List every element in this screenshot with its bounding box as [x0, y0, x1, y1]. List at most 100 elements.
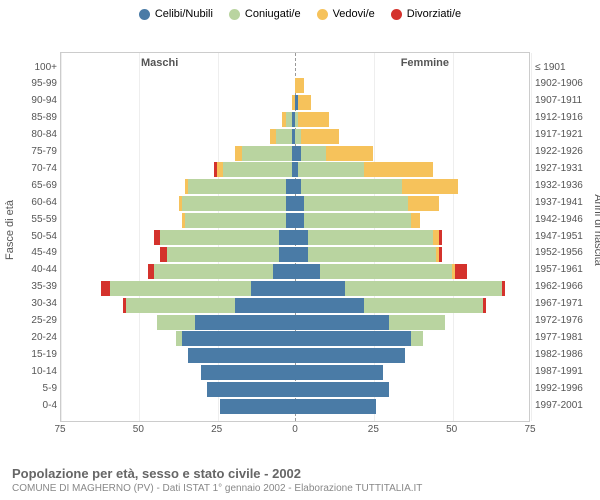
bar-segment	[389, 315, 445, 330]
legend-swatch	[317, 9, 328, 20]
year-label: 1952-1956	[535, 247, 595, 258]
age-label: 35-39	[7, 281, 57, 292]
pyramid-row	[61, 129, 529, 144]
bar-segment	[295, 331, 411, 346]
pyramid-row	[61, 179, 529, 194]
female-bar	[295, 331, 423, 346]
bar-segment	[295, 247, 308, 262]
age-label: 0-4	[7, 400, 57, 411]
pyramid-row	[61, 298, 529, 313]
bar-segment	[402, 179, 458, 194]
age-label: 50-54	[7, 231, 57, 242]
year-label: 1902-1906	[535, 78, 595, 89]
age-label: 25-29	[7, 315, 57, 326]
plot-area: Maschi Femmine	[60, 52, 530, 422]
male-bar	[188, 348, 295, 363]
bar-segment	[201, 365, 295, 380]
male-bar	[101, 281, 295, 296]
female-bar	[295, 382, 389, 397]
bar-segment	[286, 196, 295, 211]
bar-segment	[411, 331, 424, 346]
bar-segment	[295, 399, 376, 414]
legend-item: Divorziati/e	[391, 8, 461, 20]
pyramid-row	[61, 331, 529, 346]
age-label: 90-94	[7, 95, 57, 106]
legend-item: Coniugati/e	[229, 8, 301, 20]
year-label: 1942-1946	[535, 214, 595, 225]
year-label: 1912-1916	[535, 112, 595, 123]
bar-segment	[286, 179, 295, 194]
female-bar	[295, 247, 442, 262]
x-tick-label: 50	[133, 424, 144, 435]
bar-segment	[154, 264, 273, 279]
legend: Celibi/Nubili Coniugati/e Vedovi/e Divorzia…	[0, 0, 600, 24]
female-bar	[295, 196, 439, 211]
x-tick-label: 75	[54, 424, 65, 435]
female-bar	[295, 112, 329, 127]
bar-segment	[295, 298, 364, 313]
bar-segment	[276, 129, 292, 144]
pyramid-row	[61, 61, 529, 76]
male-bar	[282, 112, 295, 127]
bar-segment	[320, 264, 452, 279]
age-label: 65-69	[7, 180, 57, 191]
female-bar	[295, 348, 405, 363]
year-label: 1972-1976	[535, 315, 595, 326]
year-label: 1957-1961	[535, 264, 595, 275]
year-label: 1987-1991	[535, 366, 595, 377]
pyramid-row	[61, 112, 529, 127]
bar-segment	[279, 230, 295, 245]
bar-segment	[279, 247, 295, 262]
chart-subtitle: COMUNE DI MAGHERNO (PV) - Dati ISTAT 1° …	[12, 483, 422, 494]
age-label: 5-9	[7, 383, 57, 394]
age-label: 70-74	[7, 163, 57, 174]
bar-segment	[182, 331, 295, 346]
bar-segment	[439, 230, 442, 245]
year-label: 1922-1926	[535, 146, 595, 157]
age-label: 30-34	[7, 298, 57, 309]
bar-segment	[483, 298, 486, 313]
bar-segment	[188, 179, 285, 194]
legend-label: Celibi/Nubili	[155, 8, 213, 20]
male-bar	[182, 213, 295, 228]
year-label: 1967-1971	[535, 298, 595, 309]
male-bar	[235, 146, 295, 161]
bar-segment	[295, 365, 383, 380]
gridline	[531, 53, 532, 421]
bar-segment	[301, 129, 339, 144]
bar-segment	[411, 213, 420, 228]
female-bar	[295, 213, 420, 228]
bar-segment	[195, 315, 295, 330]
bar-segment	[295, 213, 304, 228]
male-bar	[157, 315, 295, 330]
chart-title: Popolazione per età, sesso e stato civil…	[12, 466, 422, 481]
bar-segment	[304, 196, 407, 211]
bar-segment	[295, 264, 320, 279]
bar-segment	[408, 196, 439, 211]
x-tick-label: 0	[292, 424, 298, 435]
year-label: 1927-1931	[535, 163, 595, 174]
x-tick-label: 25	[211, 424, 222, 435]
bar-segment	[185, 213, 285, 228]
age-label: 95-99	[7, 78, 57, 89]
bar-segment	[160, 230, 279, 245]
female-bar	[295, 146, 373, 161]
pyramid-row	[61, 382, 529, 397]
age-label: 15-19	[7, 349, 57, 360]
year-label: 1962-1966	[535, 281, 595, 292]
age-label: 100+	[7, 62, 57, 73]
male-bar	[176, 331, 295, 346]
legend-swatch	[139, 9, 150, 20]
female-bar	[295, 281, 505, 296]
bar-segment	[308, 247, 436, 262]
bar-segment	[182, 196, 285, 211]
legend-label: Vedovi/e	[333, 8, 375, 20]
male-bar	[160, 247, 295, 262]
pyramid-row	[61, 196, 529, 211]
pyramid-row	[61, 281, 529, 296]
pyramid-row	[61, 162, 529, 177]
year-label: 1992-1996	[535, 383, 595, 394]
bar-segment	[301, 146, 326, 161]
female-bar	[295, 399, 376, 414]
bar-segment	[251, 281, 295, 296]
